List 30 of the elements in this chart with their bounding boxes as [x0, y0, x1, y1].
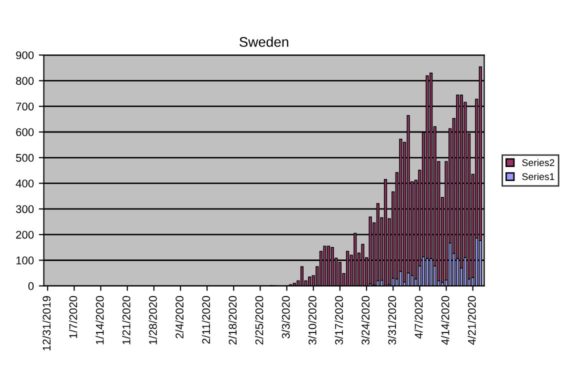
y-tick-label: 300	[16, 205, 34, 214]
x-tick-label: 1/14/2020	[96, 296, 104, 344]
y-tick-label: 500	[16, 154, 34, 162]
y-tick-label: 100	[16, 256, 34, 264]
x-tick-label: 2/25/2020	[255, 296, 264, 344]
x-tick-label: 3/3/2020	[282, 296, 290, 338]
legend-label: Series1	[522, 172, 554, 180]
x-tick-label: 3/10/2020	[308, 296, 316, 345]
chart-title: Sweden	[240, 36, 288, 47]
x-tick-label: 4/14/2020	[441, 296, 450, 345]
y-tick-label: 800	[16, 76, 34, 85]
y-tick-label: 900	[16, 51, 34, 60]
y-tick-label: 400	[16, 180, 34, 188]
y-tick-label: 200	[16, 230, 34, 239]
y-tick-label: 600	[16, 128, 34, 136]
x-tick-label: 3/31/2020	[388, 296, 396, 345]
x-tick-label: 1/7/2020	[69, 296, 78, 338]
x-tick-label: 2/11/2020	[202, 296, 210, 344]
y-tick-label: 700	[16, 102, 34, 110]
x-tick-label: 12/31/2019	[42, 296, 51, 350]
legend-label: Series2	[522, 158, 554, 166]
x-tick-label: 1/21/2020	[122, 296, 130, 344]
x-tick-label: 3/24/2020	[361, 296, 370, 345]
x-tick-label: 4/7/2020	[414, 296, 423, 339]
x-tick-label: 2/18/2020	[228, 296, 237, 344]
x-tick-label: 2/4/2020	[175, 296, 184, 338]
y-tick-label: 0	[28, 282, 34, 290]
x-tick-label: 3/17/2020	[334, 296, 343, 345]
x-tick-label: 4/21/2020	[468, 296, 476, 345]
x-tick-label: 1/28/2020	[148, 296, 157, 344]
